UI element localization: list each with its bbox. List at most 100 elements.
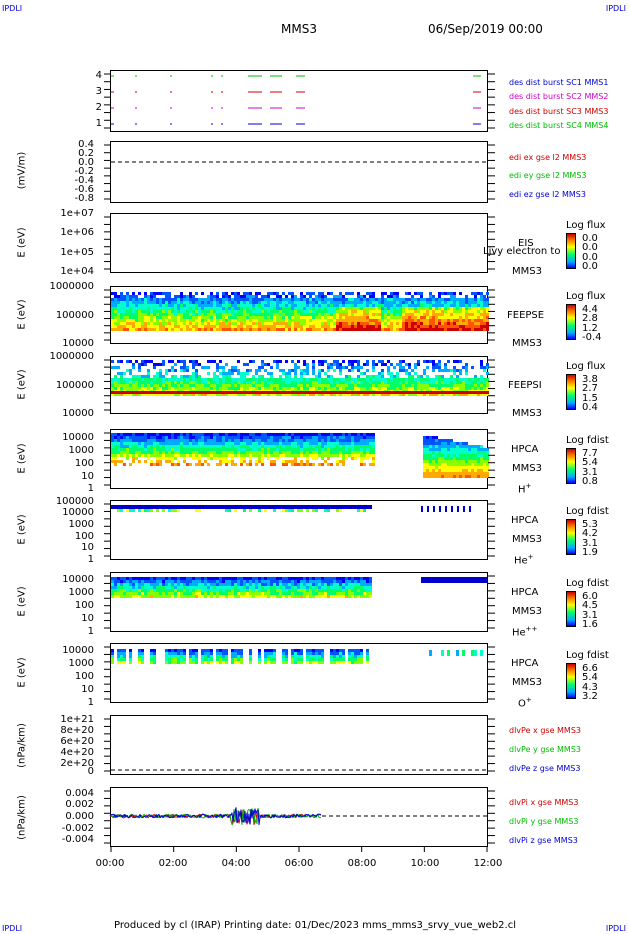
hpca-h-cell xyxy=(210,451,213,454)
hpca-h-cell xyxy=(471,454,474,457)
hpca-he2-cell xyxy=(192,583,195,586)
feepsi-cell xyxy=(357,378,360,381)
feepse-cell xyxy=(402,298,405,301)
hpca-h-cell xyxy=(423,457,426,460)
feepse-cell xyxy=(474,292,477,295)
feepse-cell xyxy=(264,313,267,316)
hpca-o-cell xyxy=(174,649,177,652)
hpca-h-cell xyxy=(225,439,228,442)
hpca-h-cell xyxy=(228,439,231,442)
feepse-cell xyxy=(342,322,345,325)
feepse-cell xyxy=(234,310,237,313)
hpca-h-cell xyxy=(429,448,432,451)
hpca-h-cell xyxy=(480,457,483,460)
hpca-o-cell xyxy=(231,649,234,652)
hpca-h-cell xyxy=(192,451,195,454)
hpca-h-cell xyxy=(264,445,267,448)
feepsi-cell xyxy=(321,381,324,384)
feepse-cell xyxy=(150,292,153,295)
feepsi-cell xyxy=(387,381,390,384)
hpca-h-cell xyxy=(432,469,435,472)
feepse-cell xyxy=(486,328,489,331)
hpca-h-cell xyxy=(432,451,435,454)
hpca-o-cell xyxy=(237,649,240,652)
feepse-cell xyxy=(192,310,195,313)
hpca-he2-cell xyxy=(318,583,321,586)
feepse-cell xyxy=(393,307,396,310)
hpca-o-cell xyxy=(111,661,114,664)
feepsi-cell xyxy=(483,366,486,369)
feepsi-cell xyxy=(135,378,138,381)
hpca-h-cell xyxy=(138,460,141,463)
hpca-h-cell xyxy=(459,469,462,472)
hpca-o-cell xyxy=(270,655,273,658)
hpca-he2-cell xyxy=(306,580,309,583)
feepse-cell xyxy=(114,313,117,316)
feepse-cell xyxy=(429,310,432,313)
feepsi-cell xyxy=(231,387,234,390)
feepsi-cell xyxy=(312,360,315,363)
feepsi-cell xyxy=(159,375,162,378)
feepse-cell xyxy=(129,313,132,316)
feepse-cell xyxy=(282,310,285,313)
feepse-cell xyxy=(405,325,408,328)
feepsi-cell xyxy=(138,366,141,369)
hpca-he2-cell xyxy=(135,586,138,589)
hpca-h-cell xyxy=(225,433,228,436)
feepsi-cell xyxy=(351,387,354,390)
feepse-cell xyxy=(342,310,345,313)
hpca-h-cell xyxy=(258,451,261,454)
hpca-he2-cell xyxy=(225,586,228,589)
feepse-cell xyxy=(222,292,225,295)
feepsi-cell xyxy=(432,366,435,369)
hpca-he2-cell xyxy=(421,577,424,583)
feepsi-cell xyxy=(294,372,297,375)
hpca-he2-cell xyxy=(219,595,222,598)
feepse-cell xyxy=(312,310,315,313)
feepsi-cell xyxy=(132,393,135,396)
feepse-cell xyxy=(324,319,327,322)
feepsi-cell xyxy=(441,369,444,372)
feepsi-cell xyxy=(177,393,180,396)
hpca-o-cell xyxy=(315,652,318,655)
feepse-cell xyxy=(390,328,393,331)
hpca-h-cell xyxy=(351,442,354,445)
feepse-cell xyxy=(402,310,405,313)
feepsi-cell xyxy=(192,363,195,366)
feepsi-cell xyxy=(354,391,357,394)
feepse-cell xyxy=(153,310,156,313)
hpca-he2-cell xyxy=(357,580,360,583)
feepse-cell xyxy=(282,298,285,301)
feepsi-cell xyxy=(294,381,297,384)
hpca-he2-cell xyxy=(168,592,171,595)
hpca-o-cell xyxy=(195,658,198,661)
feepsi-cell xyxy=(147,369,150,372)
feepse-cell xyxy=(390,298,393,301)
feepsi-cell xyxy=(462,391,465,394)
feepsi-cell xyxy=(318,391,321,394)
feepsi-cell xyxy=(372,384,375,387)
feepse-cell xyxy=(300,322,303,325)
hpca-h-cell xyxy=(441,442,444,445)
feepsi-cell xyxy=(210,391,213,394)
hpca-h-cell xyxy=(357,445,360,448)
feepsi-cell xyxy=(123,393,126,396)
feepsi-cell xyxy=(480,387,483,390)
feepse-cell xyxy=(348,316,351,319)
hpca-h-cell xyxy=(114,433,117,436)
hpca-h-cell xyxy=(330,439,333,442)
hpca-h-cell xyxy=(255,454,258,457)
feepse-cell xyxy=(192,301,195,304)
hpca-h-cell xyxy=(477,454,480,457)
hpca-o-cell xyxy=(273,658,276,661)
feepse-cell xyxy=(156,298,159,301)
feepse-cell xyxy=(282,319,285,322)
feepse-cell xyxy=(468,301,471,304)
feepse-cell xyxy=(408,310,411,313)
feepse-cell xyxy=(276,319,279,322)
feepse-cell xyxy=(420,295,423,298)
feepsi-cell xyxy=(327,391,330,394)
hpca-h-cell xyxy=(426,451,429,454)
feepse-cell xyxy=(222,322,225,325)
feepsi-cell xyxy=(264,363,267,366)
